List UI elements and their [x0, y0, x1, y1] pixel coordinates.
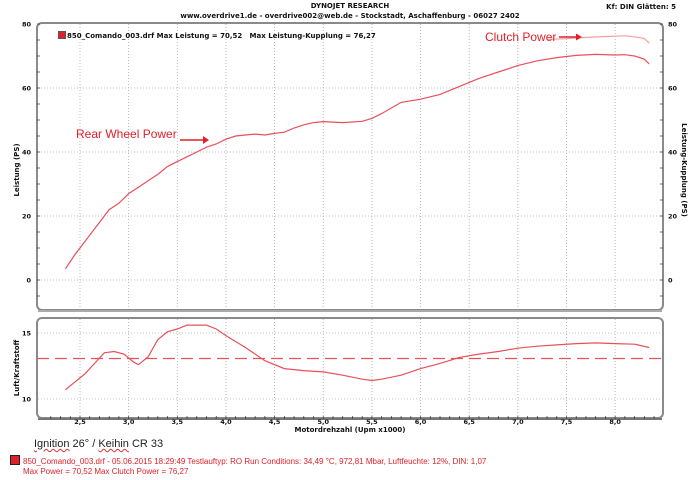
svg-text:3,0: 3,0: [123, 418, 135, 426]
clutch-power-annotation: Clutch Power: [485, 30, 557, 44]
rear-wheel-power-curve: [64, 53, 650, 270]
series-swatch: [10, 455, 20, 465]
run-conditions: 850_Comando_003.drf - 05.06.2015 18:29:4…: [23, 457, 487, 466]
y-axis-right-label: Leistung-Kupplung (PS): [680, 123, 688, 217]
svg-text:4,0: 4,0: [220, 418, 232, 426]
rear-wheel-power-annotation: Rear Wheel Power: [76, 127, 177, 141]
svg-text:80: 80: [22, 21, 32, 29]
svg-text:2,5: 2,5: [74, 418, 86, 426]
svg-text:5,5: 5,5: [366, 418, 378, 426]
svg-text:8,0: 8,0: [609, 418, 621, 426]
rear-wheel-arrow-icon: [180, 136, 209, 144]
svg-text:7,5: 7,5: [561, 418, 573, 426]
power-plot-frame: [36, 22, 664, 311]
svg-text:60: 60: [22, 85, 32, 93]
svg-text:0: 0: [668, 277, 673, 285]
clutch-power-curve: [546, 35, 650, 44]
svg-text:6,0: 6,0: [415, 418, 427, 426]
svg-text:80: 80: [668, 21, 678, 29]
afr-curve: [65, 324, 650, 391]
svg-text:7,0: 7,0: [512, 418, 524, 426]
clutch-arrow-icon: [559, 33, 582, 41]
ignition-note: Ignition 26° / Keihin CR 33: [34, 438, 164, 450]
run-info-footer: 850_Comando_003.drf - 05.06.2015 18:29:4…: [10, 455, 486, 477]
svg-text:10: 10: [22, 396, 32, 404]
svg-text:5,0: 5,0: [317, 418, 329, 426]
svg-text:6,5: 6,5: [463, 418, 475, 426]
top-legend: 850_Comando_003.drf Max Leistung = 70,52…: [58, 31, 376, 40]
x-axis-label: Motordrehzahl (Upm x1000): [294, 426, 405, 434]
svg-text:40: 40: [668, 149, 678, 157]
max-power-text: Max Leistung = 70,52: [156, 32, 243, 40]
svg-text:60: 60: [668, 85, 678, 93]
chart-title: DYNOJET RESEARCH: [310, 2, 390, 10]
svg-text:15: 15: [22, 330, 32, 338]
axis-ticks: 2,5 3,0 3,5 4,0 4,5 5,0 5,5 6,0 6,5 7,0 7,5 8,0 0 0 20…: [22, 21, 678, 427]
svg-text:4,5: 4,5: [269, 418, 281, 426]
correction-info: Kf: DIN Glätten: 5: [606, 3, 676, 11]
svg-text:20: 20: [668, 213, 678, 221]
svg-text:3,5: 3,5: [172, 418, 184, 426]
svg-text:20: 20: [22, 213, 32, 221]
max-clutch-text: Max Leistung-Kupplung = 76,27: [249, 32, 376, 40]
chart-subtitle: www.overdrive1.de - overdrive002@web.de …: [180, 12, 520, 20]
afr-axis-label: Luft/Kraftstoff: [13, 339, 21, 396]
series-swatch: [58, 31, 66, 39]
svg-text:40: 40: [22, 149, 32, 157]
max-power-summary: Max Power = 70,52 Max Clutch Power = 76,…: [23, 467, 189, 476]
svg-text:0: 0: [26, 277, 31, 285]
y-axis-label: Leistung (PS): [13, 143, 21, 196]
